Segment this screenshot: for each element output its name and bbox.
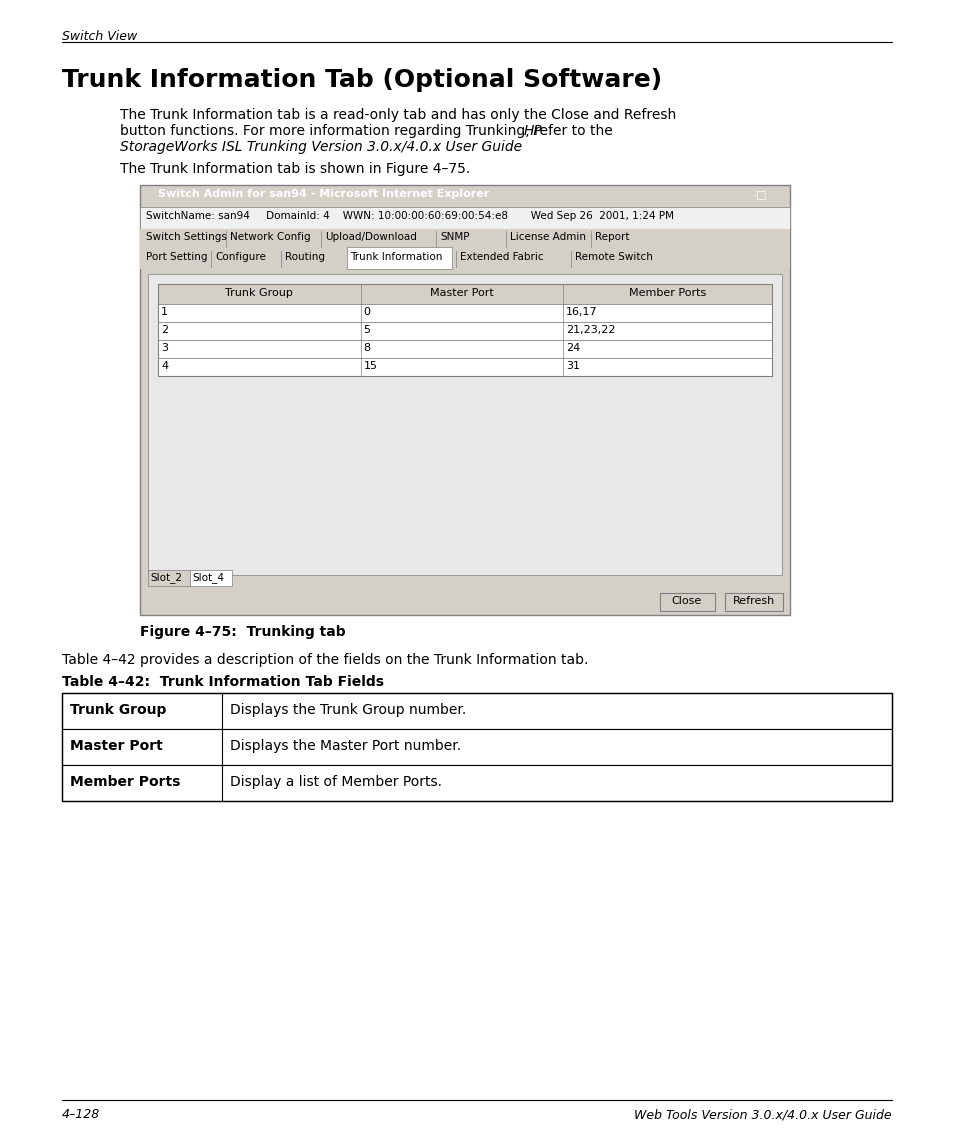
Text: Member Ports: Member Ports — [628, 289, 705, 298]
Text: 5: 5 — [363, 325, 370, 335]
Bar — [158, 340, 771, 358]
Text: Switch View: Switch View — [62, 30, 137, 44]
Text: Close: Close — [671, 597, 701, 606]
Text: Trunk Group: Trunk Group — [225, 289, 293, 298]
Text: Member Ports: Member Ports — [70, 775, 180, 789]
Text: button functions. For more information regarding Trunking, refer to the: button functions. For more information r… — [120, 124, 617, 139]
Text: Extended Fabric: Extended Fabric — [459, 252, 543, 262]
Bar — [190, 570, 232, 586]
Bar — [148, 274, 781, 575]
Text: Remote Switch: Remote Switch — [575, 252, 652, 262]
Bar — [62, 729, 891, 765]
Text: Table 4–42:  Trunk Information Tab Fields: Table 4–42: Trunk Information Tab Fields — [62, 676, 384, 689]
Text: 16,17: 16,17 — [566, 307, 598, 317]
Bar — [347, 247, 452, 269]
Text: SNMP: SNMP — [439, 232, 469, 242]
Text: StorageWorks ISL Trunking Version 3.0.x/4.0.x User Guide: StorageWorks ISL Trunking Version 3.0.x/… — [120, 140, 521, 153]
Bar — [140, 185, 789, 615]
Text: SwitchName: san94     DomainId: 4    WWN: 10:00:00:60:69:00:54:e8       Wed Sep : SwitchName: san94 DomainId: 4 WWN: 10:00… — [146, 211, 673, 221]
Text: 0: 0 — [363, 307, 370, 317]
Bar — [140, 229, 789, 248]
Text: 3: 3 — [161, 344, 168, 353]
Bar — [158, 305, 771, 322]
Text: 21,23,22: 21,23,22 — [566, 325, 615, 335]
Text: License Admin: License Admin — [510, 232, 585, 242]
Bar — [659, 593, 714, 611]
Text: The Trunk Information tab is a read-only tab and has only the Close and Refresh: The Trunk Information tab is a read-only… — [120, 108, 676, 123]
Text: -□: -□ — [751, 189, 765, 199]
Text: Configure: Configure — [214, 252, 266, 262]
Bar — [62, 693, 891, 729]
Bar — [62, 765, 891, 801]
Text: 4: 4 — [161, 361, 168, 371]
Text: Network Config: Network Config — [230, 232, 311, 242]
Bar — [140, 185, 789, 207]
Text: 4–128: 4–128 — [62, 1108, 100, 1121]
Text: Trunk Group: Trunk Group — [70, 703, 166, 717]
Text: 31: 31 — [566, 361, 579, 371]
Text: Switch Settings: Switch Settings — [146, 232, 227, 242]
Text: Switch Admin for san94 - Microsoft Internet Explorer: Switch Admin for san94 - Microsoft Inter… — [158, 189, 489, 199]
Text: Web Tools Version 3.0.x/4.0.x User Guide: Web Tools Version 3.0.x/4.0.x User Guide — [634, 1108, 891, 1121]
Text: Master Port: Master Port — [70, 739, 163, 753]
Text: 24: 24 — [566, 344, 579, 353]
Text: Report: Report — [595, 232, 629, 242]
Bar — [158, 284, 771, 305]
Text: 2: 2 — [161, 325, 168, 335]
Bar — [158, 322, 771, 340]
Bar — [724, 593, 782, 611]
Text: Table 4–42 provides a description of the fields on the Trunk Information tab.: Table 4–42 provides a description of the… — [62, 653, 588, 668]
Bar — [140, 248, 789, 269]
Text: Upload/Download: Upload/Download — [325, 232, 416, 242]
Text: 15: 15 — [363, 361, 377, 371]
Text: Trunk Information Tab (Optional Software): Trunk Information Tab (Optional Software… — [62, 68, 661, 92]
Text: Slot_4: Slot_4 — [192, 572, 224, 583]
Text: Figure 4–75:  Trunking tab: Figure 4–75: Trunking tab — [140, 625, 345, 639]
Text: HP: HP — [522, 124, 541, 139]
Text: Displays the Master Port number.: Displays the Master Port number. — [230, 739, 460, 753]
Text: Master Port: Master Port — [430, 289, 494, 298]
Bar — [62, 693, 891, 802]
Text: Routing: Routing — [285, 252, 325, 262]
Text: 1: 1 — [161, 307, 168, 317]
Text: Port Setting: Port Setting — [146, 252, 208, 262]
Bar — [158, 284, 771, 376]
Text: .: . — [434, 140, 437, 153]
Bar — [158, 358, 771, 376]
Text: Display a list of Member Ports.: Display a list of Member Ports. — [230, 775, 441, 789]
Text: Displays the Trunk Group number.: Displays the Trunk Group number. — [230, 703, 466, 717]
Bar — [148, 570, 190, 586]
Text: Refresh: Refresh — [732, 597, 774, 606]
Bar — [140, 207, 789, 229]
Text: Trunk Information: Trunk Information — [350, 252, 442, 262]
Text: Slot_2: Slot_2 — [150, 572, 182, 583]
Text: 8: 8 — [363, 344, 371, 353]
Text: The Trunk Information tab is shown in Figure 4–75.: The Trunk Information tab is shown in Fi… — [120, 161, 470, 176]
